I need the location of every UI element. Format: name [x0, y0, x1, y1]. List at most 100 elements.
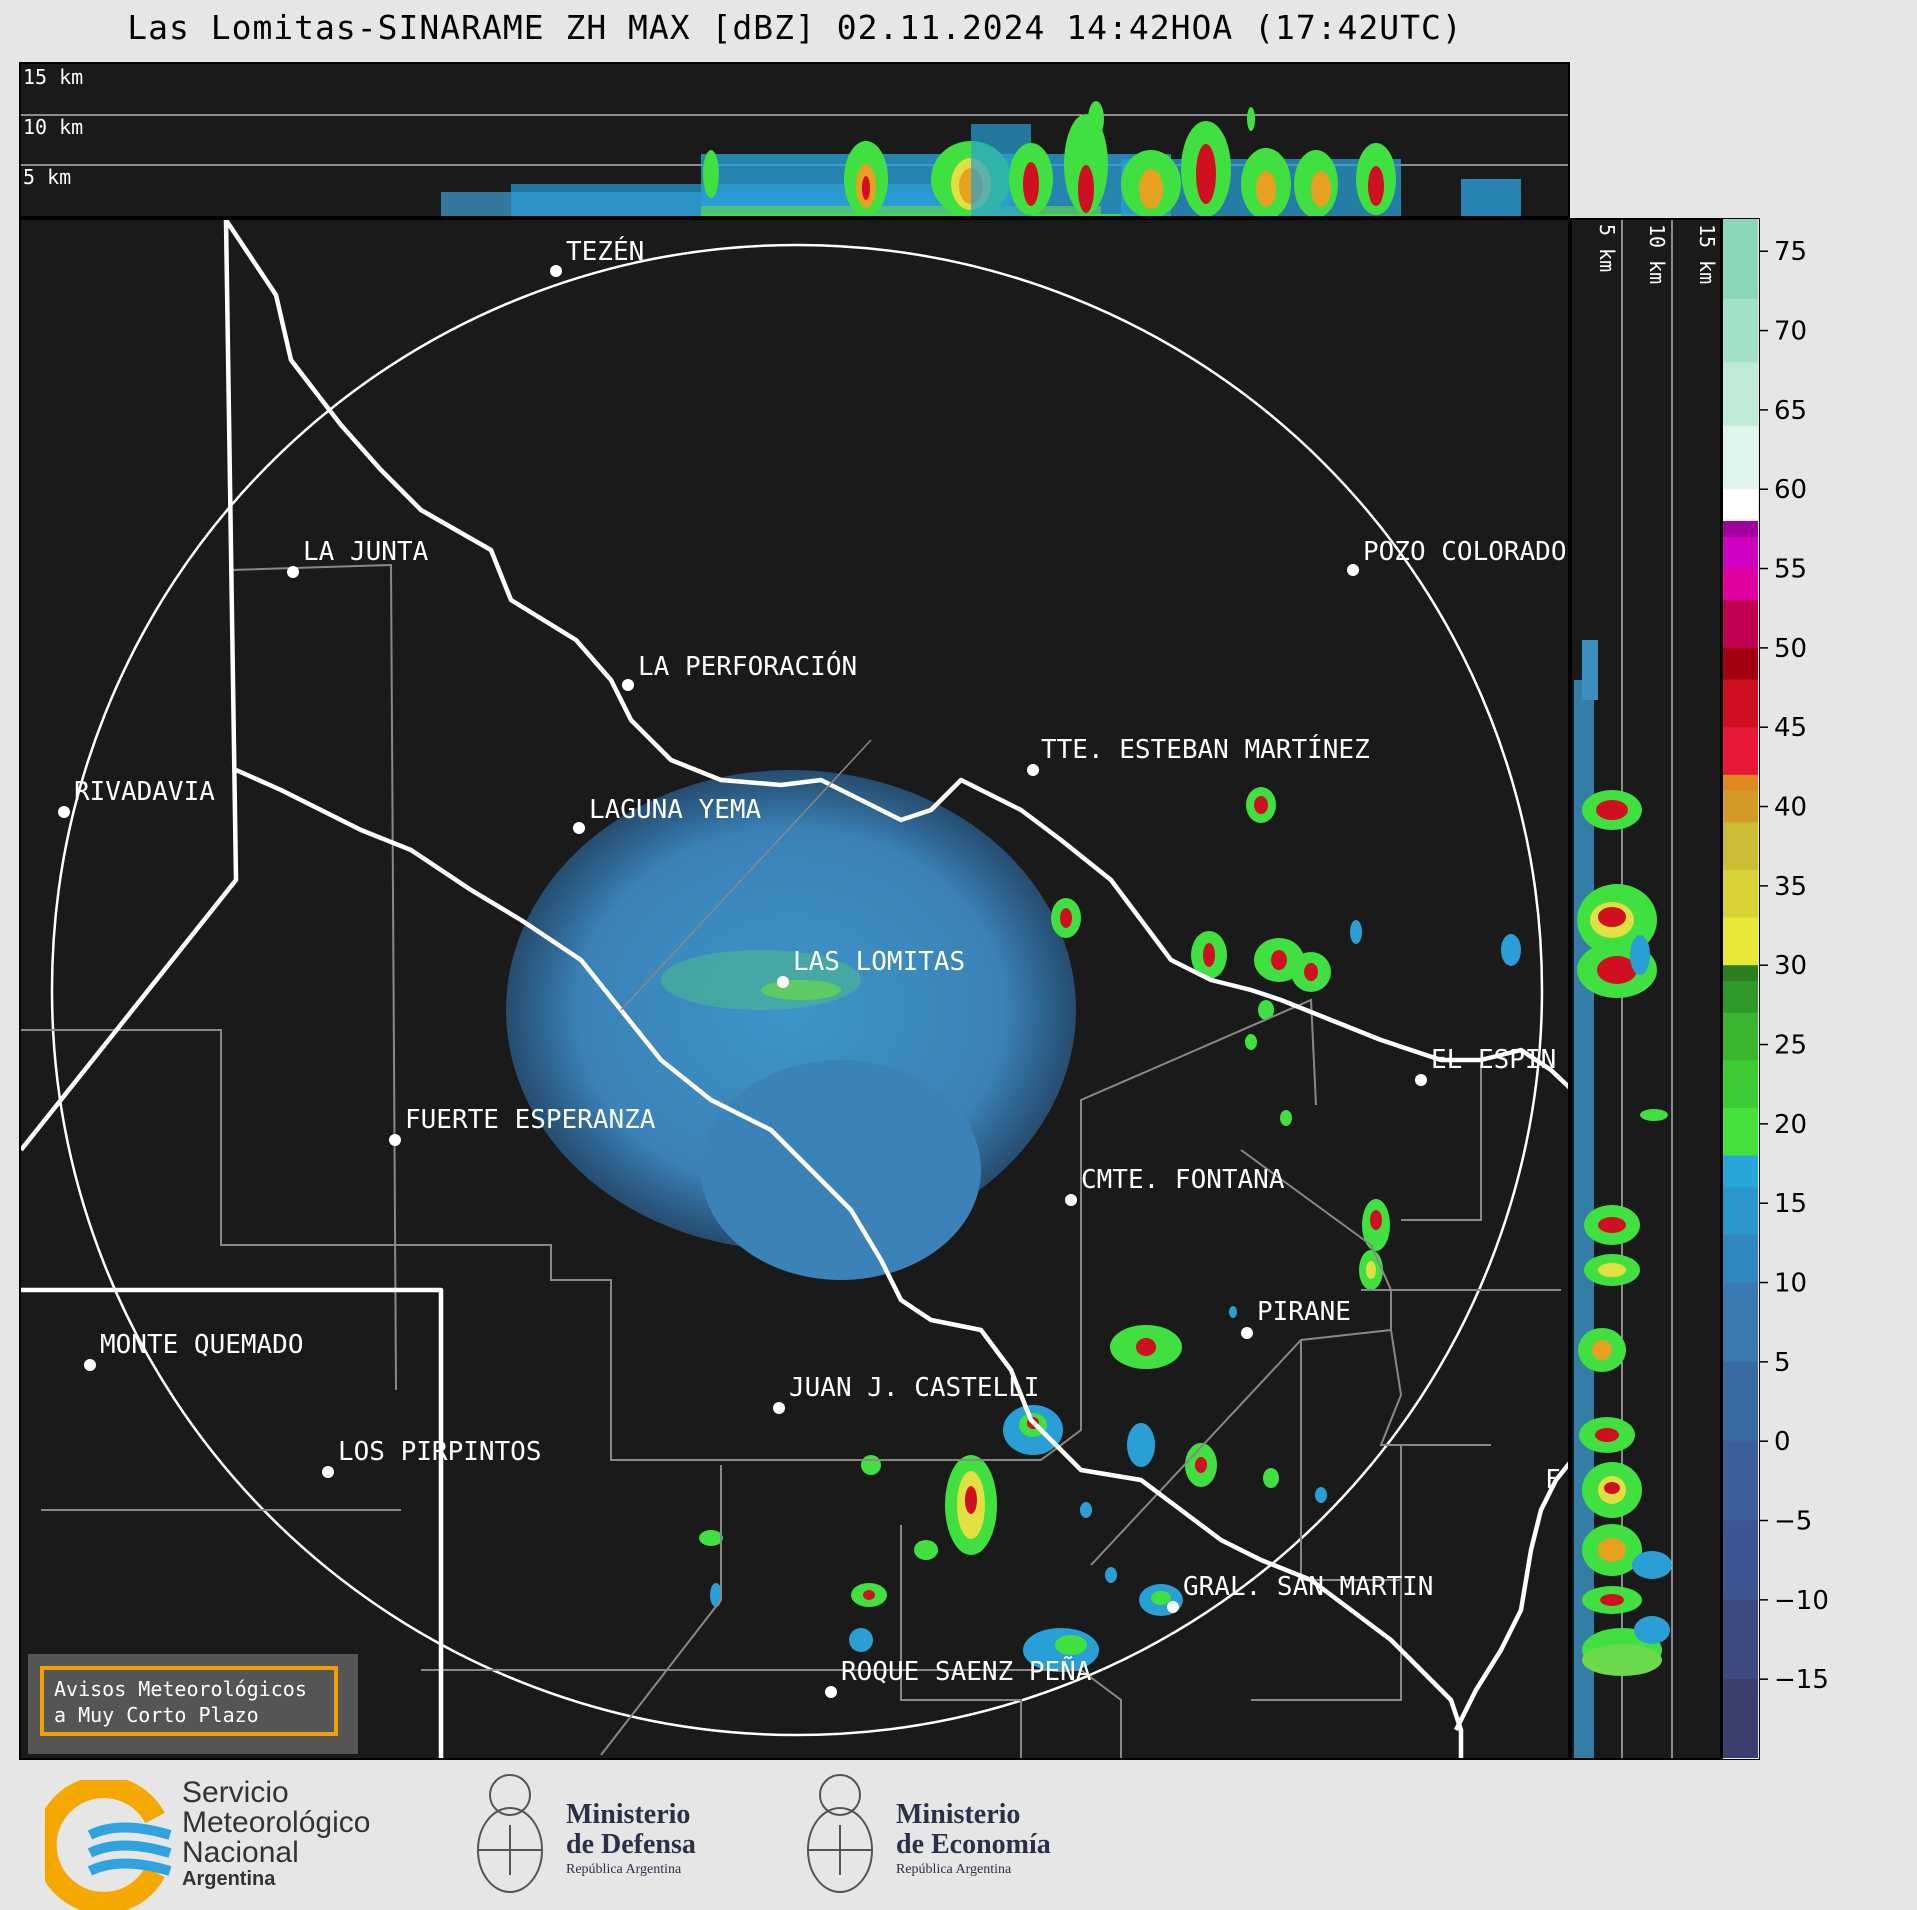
alt-label-15: 15 km	[23, 65, 83, 89]
town-juan-j-castelli[interactable]: JUAN J. CASTELLI	[773, 1373, 1039, 1414]
colorbar-segment	[1723, 536, 1758, 569]
colorbar-segment	[1723, 219, 1758, 299]
colorbar-tick-label: −5	[1774, 1507, 1812, 1537]
colorbar-segment	[1723, 679, 1758, 728]
colorbar-segment	[1723, 980, 1758, 1013]
colorbar-segment	[1723, 361, 1758, 426]
colorbar-tick-label: 25	[1774, 1031, 1807, 1061]
svg-text:RIVADAVIA: RIVADAVIA	[74, 777, 215, 807]
colorbar-segment	[1723, 869, 1758, 918]
colorbar-tick-label: 55	[1774, 555, 1807, 585]
svg-text:LAGUNA YEMA: LAGUNA YEMA	[589, 795, 762, 825]
svg-text:PIRANE: PIRANE	[1257, 1297, 1351, 1327]
colorbar-segment	[1723, 568, 1758, 601]
town-laguna-yema[interactable]: LAGUNA YEMA	[573, 795, 762, 834]
svg-text:LAS LOMITAS: LAS LOMITAS	[793, 947, 965, 977]
colorbar-segment	[1723, 488, 1758, 521]
svg-text:ROQUE SAENZ PEÑA: ROQUE SAENZ PEÑA	[841, 1655, 1092, 1687]
smn-logo-text: Servicio Meteorológico Nacional Argentin…	[182, 1776, 370, 1891]
province-borders	[21, 220, 1568, 1758]
range-ring	[50, 243, 1544, 1737]
side-alt-label-10: 10 km	[1645, 224, 1669, 284]
town-gral-san-martin[interactable]: GRAL. SAN MARTIN	[1167, 1572, 1433, 1613]
colorbar-segment	[1723, 917, 1758, 966]
colorbar-segment	[1723, 1520, 1758, 1600]
colorbar-segment	[1723, 790, 1758, 823]
radar-map[interactable]: TEZÉN LA JUNTA POZO COLORADO LA PERFORAC…	[19, 218, 1570, 1760]
colorbar-segment	[1723, 1234, 1758, 1283]
side-alt-label-5: 5 km	[1595, 224, 1619, 272]
colorbar-segment	[1723, 821, 1758, 871]
town-pozo-colorado[interactable]: POZO COLORADO	[1347, 537, 1567, 576]
top-cross-section-svg: 15 km 10 km 5 km	[21, 65, 1568, 216]
town-cmte-fontana[interactable]: CMTE. FONTANA	[1065, 1165, 1285, 1206]
svg-text:LOS PIRPINTOS: LOS PIRPINTOS	[338, 1437, 542, 1467]
side-echoes	[1574, 640, 1672, 1758]
warning-line-1: Avisos Meteorológicos	[54, 1677, 307, 1701]
side-cross-section-svg: 5 km 10 km 15 km	[1574, 220, 1719, 1758]
colorbar-segment	[1723, 1012, 1758, 1061]
town-fuerte-esperanza[interactable]: FUERTE ESPERANZA	[389, 1105, 656, 1146]
colorbar-tick-label: 60	[1774, 475, 1807, 505]
svg-text:MONTE QUEMADO: MONTE QUEMADO	[100, 1330, 304, 1360]
svg-text:LA JUNTA: LA JUNTA	[303, 537, 429, 567]
smn-text-1: Servicio	[182, 1776, 289, 1809]
town-rivadavia[interactable]: RIVADAVIA	[58, 777, 215, 818]
town-la-perforacion[interactable]: LA PERFORACIÓN	[622, 650, 857, 691]
defensa-logo-text: Ministerio de Defensa República Argentin…	[566, 1800, 696, 1880]
colorbar-segment	[1723, 964, 1758, 982]
colorbar-tick-label: 45	[1774, 713, 1807, 743]
town-el-espin[interactable]: EL ESPIN	[1415, 1045, 1556, 1086]
colorbar-segment	[1723, 599, 1758, 648]
svg-text:TTE. ESTEBAN MARTÍNEZ: TTE. ESTEBAN MARTÍNEZ	[1041, 733, 1370, 765]
top-echoes	[441, 101, 1521, 216]
economia-text-2: de Economía	[896, 1829, 1051, 1860]
smn-text-4: Argentina	[182, 1868, 276, 1890]
colorbar-segment	[1723, 1361, 1758, 1442]
town-tezen[interactable]: TEZÉN	[550, 235, 644, 277]
svg-text:F: F	[1545, 1465, 1561, 1495]
economia-logo-text: Ministerio de Economía República Argenti…	[896, 1800, 1051, 1880]
chart-title: Las Lomitas-SINARAME ZH MAX [dBZ] 02.11.…	[127, 8, 1463, 47]
town-pirane[interactable]: PIRANE	[1241, 1297, 1351, 1339]
colorbar-segment	[1723, 520, 1758, 537]
defensa-text-2: de Defensa	[566, 1829, 696, 1860]
svg-text:GRAL. SAN MARTIN: GRAL. SAN MARTIN	[1183, 1572, 1433, 1602]
colorbar-svg	[1723, 219, 1758, 1759]
town-monte-quemado[interactable]: MONTE QUEMADO	[84, 1330, 304, 1371]
colorbar-tick-label: 20	[1774, 1110, 1807, 1140]
warning-box-inner: Avisos Meteorológicos a Muy Corto Plazo	[40, 1666, 338, 1736]
town-tte-esteban-martinez[interactable]: TTE. ESTEBAN MARTÍNEZ	[1027, 733, 1370, 776]
colorbar-segment	[1723, 425, 1758, 490]
colorbar-segment	[1723, 1107, 1758, 1156]
svg-text:CMTE. FONTANA: CMTE. FONTANA	[1081, 1165, 1285, 1195]
warning-line-2: a Muy Corto Plazo	[54, 1703, 259, 1727]
top-cross-section: 15 km 10 km 5 km	[19, 62, 1570, 218]
town-la-junta[interactable]: LA JUNTA	[287, 537, 429, 578]
colorbar-tick-label: 35	[1774, 872, 1807, 902]
colorbar-segment	[1723, 1059, 1758, 1108]
smn-text-3: Nacional	[182, 1836, 299, 1869]
svg-text:POZO COLORADO: POZO COLORADO	[1363, 537, 1567, 567]
town-f[interactable]: F	[1545, 1465, 1561, 1495]
colorbar-tick-label: −15	[1774, 1665, 1829, 1695]
town-roque-saenz-pena[interactable]: ROQUE SAENZ PEÑA	[825, 1655, 1092, 1698]
colorbar-segment	[1723, 774, 1758, 791]
town-markers: TEZÉN LA JUNTA POZO COLORADO LA PERFORAC…	[58, 235, 1567, 1698]
colorbar-segment	[1723, 1678, 1758, 1759]
colorbar-segment	[1723, 1186, 1758, 1235]
defensa-text-1: Ministerio	[566, 1799, 691, 1830]
town-los-pirpintos[interactable]: LOS PIRPINTOS	[322, 1437, 542, 1478]
colorbar-tick-label: 5	[1774, 1348, 1791, 1378]
svg-text:TEZÉN: TEZÉN	[566, 235, 644, 267]
warning-box[interactable]: Avisos Meteorológicos a Muy Corto Plazo	[28, 1654, 358, 1754]
colorbar-segment	[1723, 298, 1758, 363]
colorbar-segment	[1723, 1282, 1758, 1362]
svg-text:FUERTE ESPERANZA: FUERTE ESPERANZA	[405, 1105, 656, 1135]
defensa-text-3: República Argentina	[566, 1862, 682, 1877]
colorbar-segment	[1723, 726, 1758, 775]
colorbar-tick-label: 30	[1774, 951, 1807, 981]
town-las-lomitas[interactable]: LAS LOMITAS	[777, 947, 965, 988]
svg-text:JUAN J. CASTELLI: JUAN J. CASTELLI	[789, 1373, 1039, 1403]
